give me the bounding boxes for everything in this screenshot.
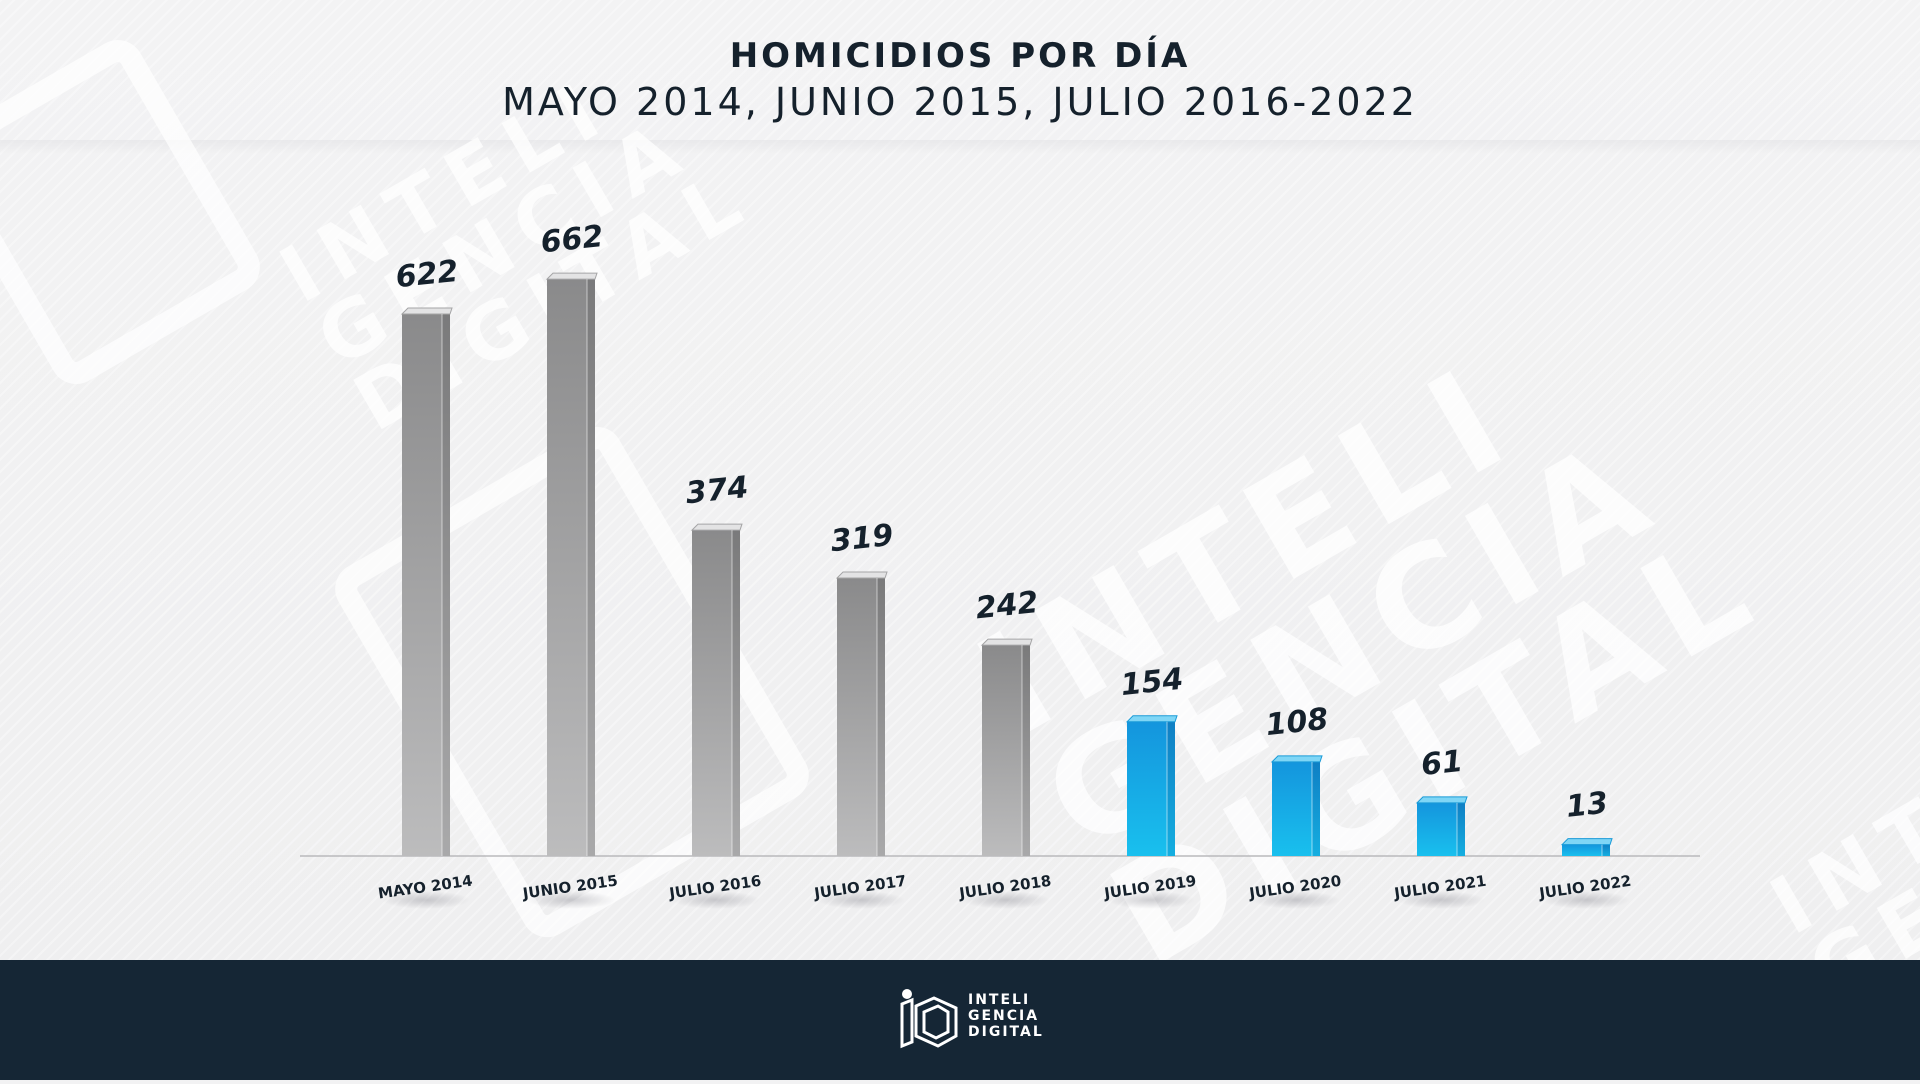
tick-label-shadow bbox=[1397, 891, 1485, 909]
bar-side-face bbox=[587, 279, 595, 857]
tick-label-shadow bbox=[1252, 891, 1340, 909]
bar-front-face bbox=[1417, 802, 1457, 856]
bar-side-face bbox=[877, 578, 885, 856]
bar-front-face bbox=[982, 645, 1022, 856]
bar-julio-2017 bbox=[835, 571, 888, 856]
bar-side-face bbox=[1457, 802, 1465, 856]
bar-top-face bbox=[980, 638, 1033, 646]
bar-top-face bbox=[400, 307, 453, 315]
bar-top-face bbox=[835, 571, 888, 579]
tick-label-shadow bbox=[672, 891, 760, 909]
footer-bar: INTELI GENCIA DIGITAL bbox=[0, 960, 1920, 1080]
bar-top-face bbox=[1560, 838, 1613, 846]
bar-julio-2022 bbox=[1560, 838, 1613, 856]
bar-front-face bbox=[402, 313, 442, 856]
bar-julio-2016 bbox=[690, 523, 743, 856]
data-label: 374 bbox=[684, 470, 750, 511]
bar-julio-2021 bbox=[1415, 796, 1468, 856]
bar-side-face bbox=[1602, 844, 1610, 856]
footer-brand-logo: INTELI GENCIA DIGITAL bbox=[898, 986, 1042, 1052]
inteligencia-digital-logo-icon bbox=[900, 989, 958, 1049]
data-label: 61 bbox=[1419, 744, 1464, 783]
bar-front-face bbox=[1272, 761, 1312, 856]
bar-front-face bbox=[837, 578, 877, 856]
bar-front-face bbox=[547, 279, 587, 857]
header-divider bbox=[0, 140, 1920, 154]
bar-side-face bbox=[1022, 645, 1030, 856]
bar-mayo-2014 bbox=[400, 307, 453, 856]
data-label: 13 bbox=[1564, 786, 1609, 825]
bar-side-face bbox=[1312, 761, 1320, 856]
chart-title: HOMICIDIOS POR DÍA bbox=[729, 36, 1191, 76]
tick-label-shadow bbox=[527, 891, 615, 909]
data-label: 242 bbox=[974, 585, 1040, 626]
bar-side-face bbox=[732, 530, 740, 856]
bar-side-face bbox=[1167, 721, 1175, 856]
bar-top-face bbox=[1415, 796, 1468, 804]
data-label: 108 bbox=[1264, 702, 1330, 743]
footer-brand-line: GENCIA bbox=[968, 1008, 1040, 1024]
data-label: 319 bbox=[829, 518, 895, 559]
bar-julio-2020 bbox=[1270, 755, 1323, 856]
bar-front-face bbox=[692, 530, 732, 856]
bar-top-face bbox=[1270, 755, 1323, 763]
data-label: 662 bbox=[539, 219, 605, 260]
bar-julio-2019 bbox=[1125, 715, 1178, 856]
data-label: 622 bbox=[394, 254, 460, 295]
footer-brand-text: INTELI GENCIA DIGITAL bbox=[968, 992, 1048, 1040]
footer-brand-line: INTELI bbox=[968, 992, 1031, 1008]
bar-side-face bbox=[442, 313, 450, 856]
footer-brand-line: DIGITAL bbox=[968, 1024, 1044, 1040]
bar-junio-2015 bbox=[545, 272, 598, 857]
bar-top-face bbox=[545, 272, 598, 280]
data-label: 154 bbox=[1119, 662, 1185, 703]
tick-label-shadow bbox=[1107, 891, 1195, 909]
tick-label-shadow bbox=[1542, 891, 1630, 909]
bar-top-face bbox=[690, 523, 743, 531]
chart-subtitle: MAYO 2014, JUNIO 2015, JULIO 2016-2022 bbox=[502, 80, 1418, 124]
bar-front-face bbox=[1562, 844, 1602, 856]
tick-label-shadow bbox=[962, 891, 1050, 909]
bar-front-face bbox=[1127, 721, 1167, 856]
bar-julio-2018 bbox=[980, 638, 1033, 856]
bar-top-face bbox=[1125, 715, 1178, 723]
tick-label-shadow bbox=[382, 891, 470, 909]
tick-label-shadow bbox=[817, 891, 905, 909]
plot-background bbox=[0, 0, 1920, 960]
